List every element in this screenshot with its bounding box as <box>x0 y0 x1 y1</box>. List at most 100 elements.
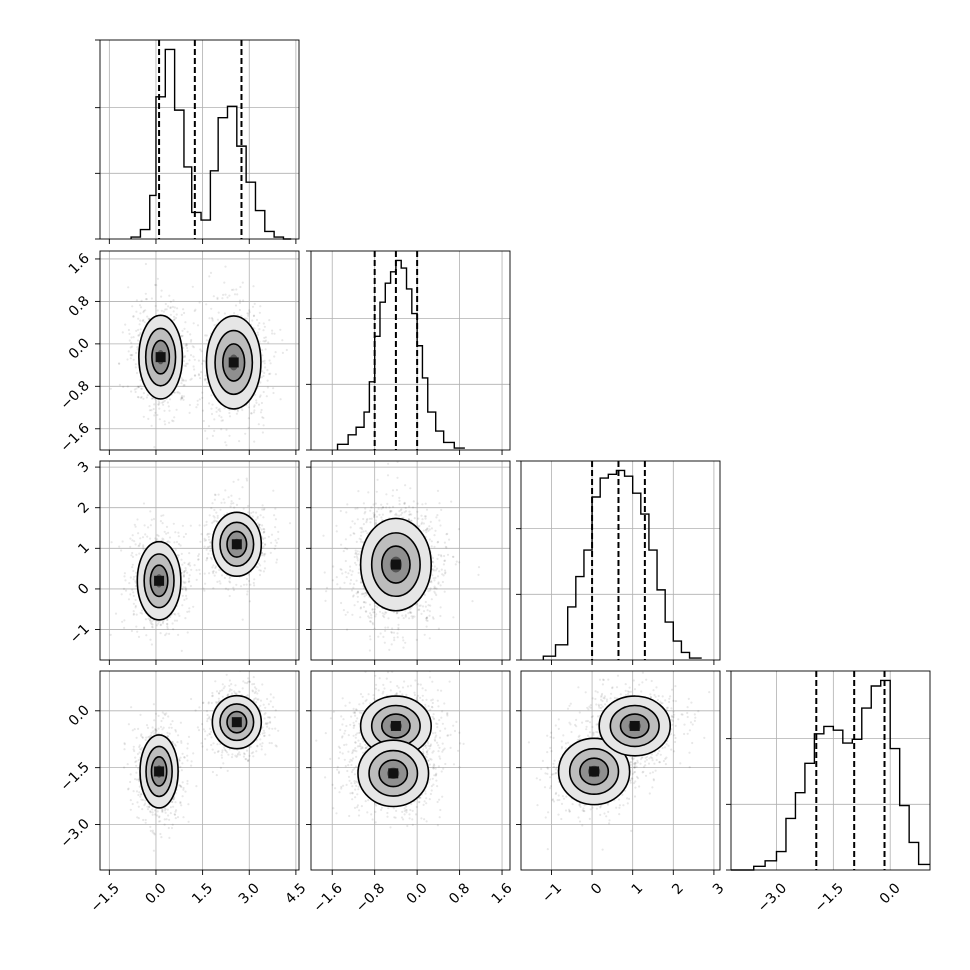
scatter-point <box>251 515 254 518</box>
scatter-point <box>136 348 139 351</box>
scatter-point <box>159 623 162 626</box>
scatter-point <box>169 615 172 619</box>
scatter-point <box>247 758 250 761</box>
histogram-line <box>731 679 930 871</box>
scatter-point <box>211 566 214 569</box>
scatter-point <box>141 808 144 811</box>
scatter-point <box>395 488 398 492</box>
scatter-point <box>385 611 388 614</box>
scatter-point <box>159 820 162 823</box>
scatter-point <box>187 803 190 806</box>
scatter-point <box>188 561 191 565</box>
scatter-point <box>135 790 139 793</box>
scatter-point <box>357 490 360 493</box>
scatter-point <box>208 538 211 541</box>
scatter-point <box>238 440 241 443</box>
scatter-point <box>355 553 358 556</box>
scatter-point <box>164 308 167 311</box>
scatter-point <box>266 697 269 701</box>
scatter-point <box>425 625 428 628</box>
scatter-point <box>355 592 358 595</box>
scatter-point <box>128 582 131 585</box>
scatter-point <box>138 745 141 749</box>
scatter-point <box>134 581 137 584</box>
scatter-point <box>204 377 207 381</box>
scatter-point <box>143 804 146 807</box>
scatter-point <box>137 317 140 320</box>
scatter-point <box>263 734 266 737</box>
scatter-point <box>159 832 162 836</box>
y-tick-label: 1 <box>75 540 93 558</box>
scatter-point <box>396 461 399 463</box>
scatter-point <box>180 649 183 653</box>
scatter-point <box>206 546 209 549</box>
scatter-point <box>213 516 216 519</box>
scatter-point <box>124 323 127 326</box>
scatter-point <box>209 541 212 544</box>
scatter-point <box>221 419 224 422</box>
scatter-point <box>135 351 138 354</box>
scatter-point <box>159 632 162 635</box>
scatter-point <box>236 293 239 296</box>
scatter-point <box>214 565 217 568</box>
scatter-point <box>183 570 186 573</box>
scatter-point <box>259 743 262 746</box>
scatter-point <box>257 333 260 336</box>
scatter-point <box>140 299 143 302</box>
scatter-point <box>350 573 353 577</box>
scatter-point <box>139 537 142 540</box>
scatter-point <box>192 752 195 755</box>
scatter-point <box>179 802 182 805</box>
scatter-point <box>161 810 164 814</box>
scatter-point <box>150 397 153 400</box>
scatter-point <box>157 622 160 625</box>
scatter-point <box>185 343 188 347</box>
scatter-point <box>138 304 142 307</box>
scatter-point <box>223 748 227 752</box>
scatter-point <box>452 616 455 619</box>
scatter-point <box>179 756 182 759</box>
scatter-point <box>160 719 163 723</box>
scatter-point <box>153 832 156 835</box>
scatter-point <box>265 395 268 398</box>
scatter-point <box>144 802 147 805</box>
scatter-point <box>165 712 168 715</box>
scatter-point <box>200 371 203 374</box>
scatter-point <box>184 587 188 590</box>
panel-content <box>109 477 292 673</box>
scatter-point <box>227 753 230 756</box>
density-contour <box>205 315 262 410</box>
scatter-point <box>140 798 143 801</box>
scatter-point <box>181 762 184 765</box>
scatter-point <box>183 561 186 565</box>
scatter-point <box>151 620 154 623</box>
scatter-point <box>131 353 134 357</box>
scatter-point <box>378 513 381 516</box>
scatter-point <box>425 619 428 622</box>
scatter-point <box>214 566 217 570</box>
scatter-point <box>258 523 261 526</box>
scatter-point <box>182 378 185 381</box>
scatter-point <box>136 339 140 342</box>
scatter-point <box>134 580 137 583</box>
scatter-point <box>173 813 176 816</box>
scatter-point <box>162 310 165 313</box>
scatter-point <box>135 736 138 739</box>
scatter-point <box>433 545 436 548</box>
scatter-point <box>264 706 267 709</box>
scatter-point <box>262 545 265 548</box>
scatter-point <box>130 671 132 673</box>
scatter-point <box>172 299 175 302</box>
scatter-point <box>188 411 191 414</box>
scatter-point <box>216 296 219 299</box>
scatter-point <box>259 514 262 517</box>
scatter-point <box>257 689 260 692</box>
scatter-point <box>458 561 461 564</box>
scatter-point <box>167 826 170 830</box>
scatter-point <box>258 526 261 530</box>
scatter-point <box>263 717 266 720</box>
scatter-point <box>124 579 127 582</box>
scatter-point <box>246 694 249 697</box>
scatter-point <box>263 340 266 343</box>
scatter-point <box>230 688 233 692</box>
